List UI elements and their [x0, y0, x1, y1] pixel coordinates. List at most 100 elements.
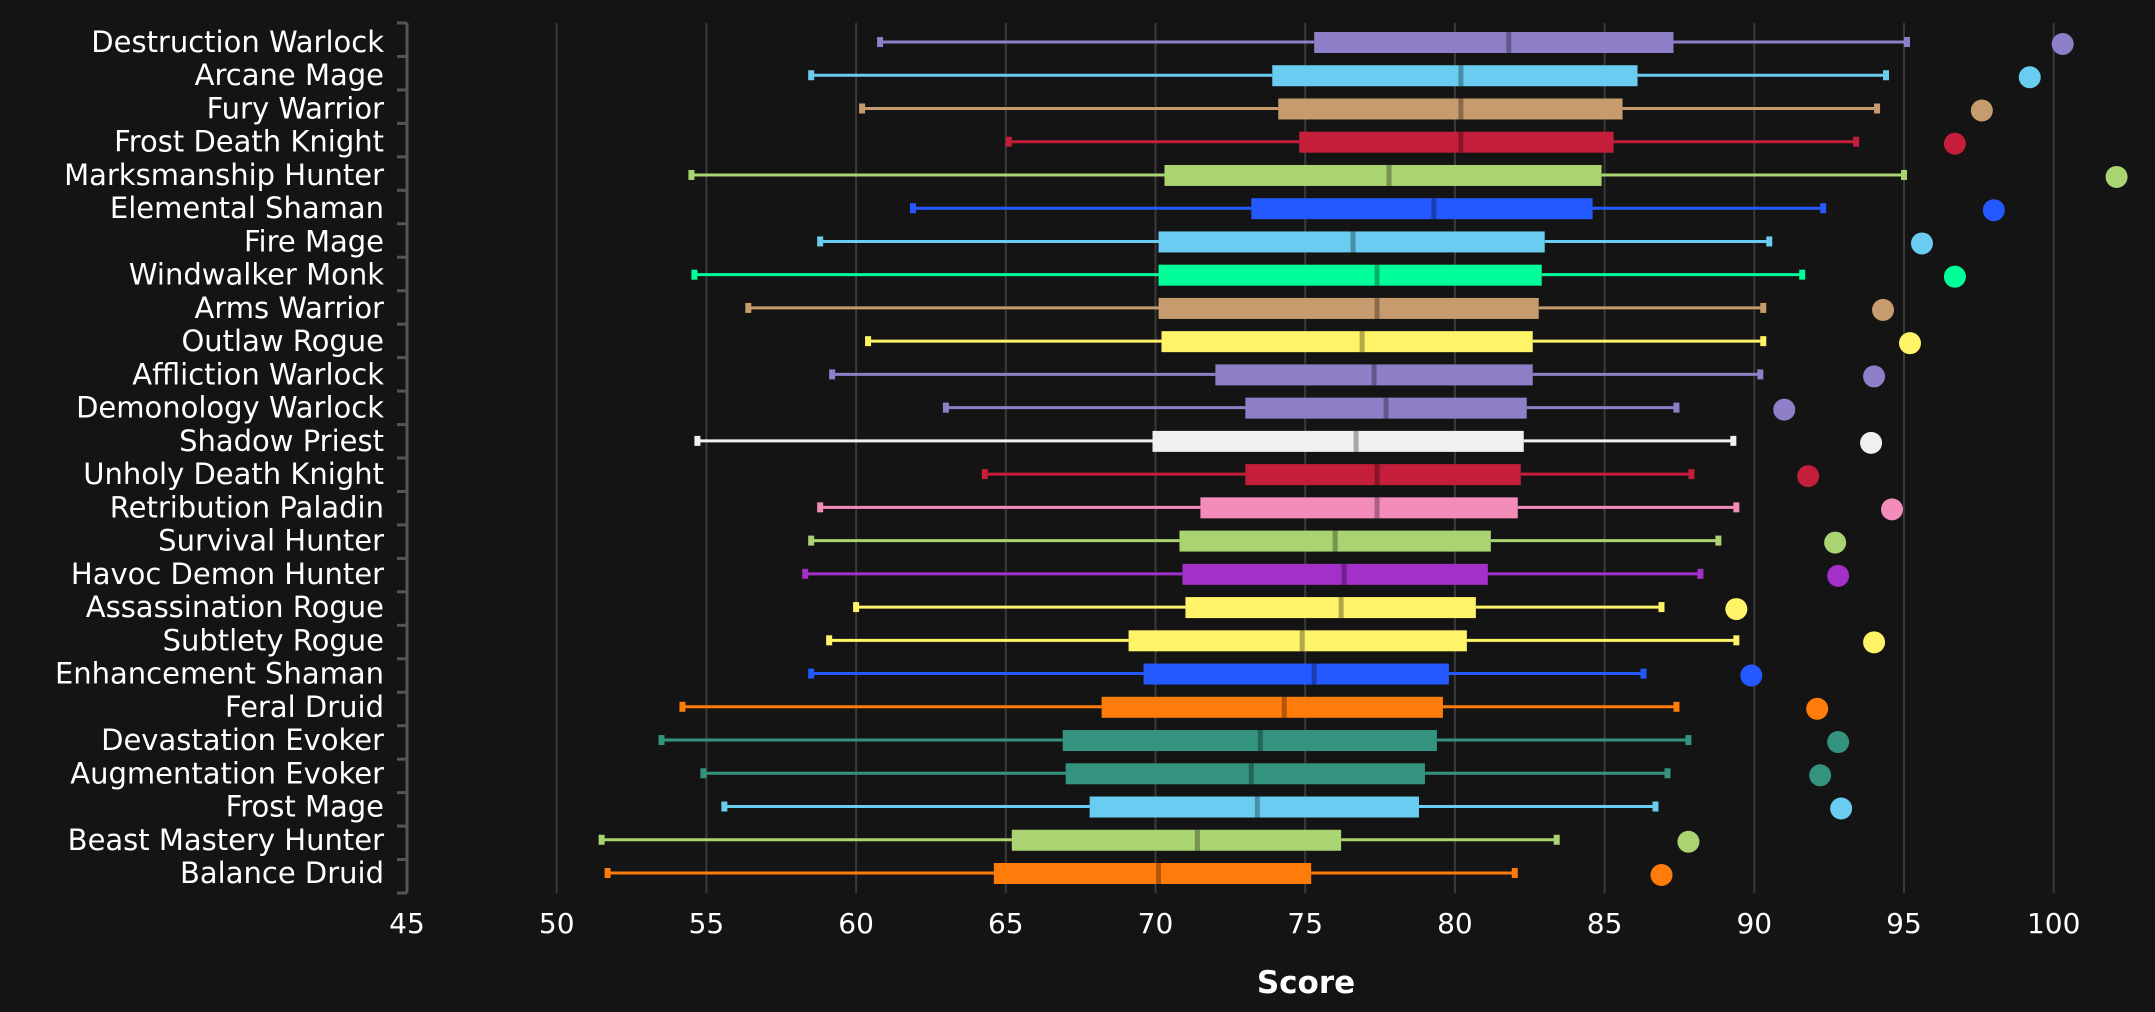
- whisker-cap-high: [1553, 834, 1560, 845]
- max-point: [1830, 797, 1853, 820]
- whisker-cap-low: [700, 768, 707, 779]
- box-row: [817, 497, 1904, 521]
- box-row: [808, 65, 2041, 89]
- box-iqr: [1314, 32, 1674, 53]
- box-row: [877, 32, 2074, 55]
- box-iqr: [1128, 630, 1467, 652]
- whisker-cap-low: [909, 203, 916, 214]
- box-row: [679, 696, 1829, 720]
- category-label: Shadow Priest: [179, 424, 384, 458]
- whisker-cap-high: [1903, 37, 1910, 47]
- whisker-cap-low: [688, 169, 695, 180]
- whisker-cap-low: [877, 37, 884, 47]
- median-line: [1458, 98, 1464, 120]
- max-point: [1740, 664, 1763, 687]
- category-label: Subtlety Rogue: [163, 623, 384, 657]
- x-tick-label: 60: [838, 907, 874, 940]
- box-iqr: [1143, 663, 1449, 685]
- max-point: [1677, 830, 1700, 853]
- whisker-cap-high: [1799, 269, 1806, 280]
- category-label: Frost Mage: [226, 790, 384, 824]
- median-line: [1383, 397, 1389, 419]
- box-iqr: [1245, 464, 1521, 486]
- box-iqr: [1278, 98, 1623, 120]
- max-point: [1827, 731, 1850, 754]
- max-point: [1910, 232, 1933, 255]
- x-axis-ticks: 45 50 55 60 65 70 75 80 85 90 95 100: [389, 907, 2080, 940]
- category-label: Assassination Rogue: [86, 590, 384, 624]
- median-line: [1350, 231, 1356, 253]
- box-row: [859, 98, 1993, 122]
- whisker-cap-low: [942, 402, 949, 413]
- whisker-cap-high: [1640, 668, 1647, 679]
- max-point: [2018, 66, 2041, 89]
- median-line: [1281, 696, 1287, 718]
- whisker-cap-high: [1685, 735, 1692, 746]
- box-iqr: [1182, 563, 1488, 585]
- x-axis-title: Score: [1257, 965, 1355, 1001]
- whisker-cap-low: [817, 502, 824, 513]
- max-point: [1824, 531, 1847, 554]
- max-point: [2051, 33, 2074, 55]
- median-line: [1332, 530, 1338, 552]
- whisker-cap-high: [1730, 435, 1737, 446]
- whisker-cap-low: [829, 369, 836, 380]
- category-label: Fury Warrior: [207, 91, 385, 125]
- median-line: [1341, 563, 1347, 585]
- whisker-cap-high: [1688, 469, 1695, 480]
- whisker-cap-low: [808, 70, 815, 81]
- category-label: Arms Warrior: [195, 291, 385, 325]
- whisker-cap-low: [679, 701, 686, 712]
- median-line: [1431, 198, 1437, 220]
- median-line: [1458, 65, 1464, 87]
- box-row: [658, 730, 1850, 754]
- box-row: [808, 530, 1847, 554]
- box-row: [1005, 131, 1966, 155]
- box-iqr: [1299, 131, 1614, 153]
- category-label: Marksmanship Hunter: [64, 158, 384, 192]
- whisker-cap-low: [802, 568, 809, 579]
- median-line: [1194, 829, 1200, 851]
- category-label: Devastation Evoker: [101, 723, 384, 757]
- box-iqr: [1245, 397, 1527, 419]
- box-iqr: [1272, 65, 1638, 87]
- box-row: [829, 364, 1886, 388]
- y-axis: [397, 21, 409, 895]
- whisker-cap-low: [817, 236, 824, 247]
- x-tick-label: 65: [988, 907, 1024, 940]
- max-point: [1806, 697, 1829, 720]
- median-line: [1374, 497, 1380, 519]
- max-point: [2105, 165, 2128, 188]
- x-tick-label: 90: [1736, 907, 1772, 940]
- whisker-cap-low: [658, 735, 665, 746]
- median-line: [1311, 663, 1317, 685]
- category-label: Outlaw Rogue: [181, 324, 384, 358]
- box-iqr: [1089, 796, 1419, 818]
- median-line: [1155, 863, 1161, 884]
- x-tick-label: 100: [2027, 907, 2080, 940]
- category-label: Havoc Demon Hunter: [71, 557, 384, 591]
- category-label: Retribution Paladin: [110, 490, 384, 524]
- box-row: [909, 198, 2005, 222]
- x-tick-label: 75: [1287, 907, 1323, 940]
- whisker-cap-high: [1511, 868, 1518, 878]
- median-line: [1257, 730, 1263, 752]
- box-iqr: [1185, 597, 1476, 619]
- max-point: [1982, 199, 2005, 222]
- box-iqr: [1158, 231, 1545, 253]
- category-label: Feral Druid: [225, 690, 384, 724]
- whisker-cap-low: [604, 868, 611, 878]
- box-row: [604, 863, 1673, 886]
- category-label: Demonology Warlock: [76, 391, 384, 425]
- category-label: Unholy Death Knight: [83, 457, 384, 491]
- category-label: Affliction Warlock: [132, 357, 384, 391]
- box-iqr: [1062, 730, 1437, 752]
- box-row: [694, 430, 1883, 454]
- category-label: Destruction Warlock: [91, 25, 384, 59]
- box-iqr: [1152, 430, 1524, 452]
- whisker-cap-high: [1853, 136, 1860, 147]
- median-line: [1371, 364, 1377, 386]
- box-row: [700, 763, 1832, 787]
- whisker-cap-high: [1820, 203, 1827, 214]
